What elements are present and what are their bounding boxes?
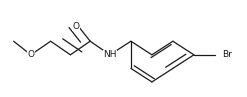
Text: O: O: [27, 50, 34, 59]
Text: O: O: [72, 22, 79, 31]
Text: Br: Br: [222, 50, 232, 59]
Text: NH: NH: [103, 50, 117, 59]
